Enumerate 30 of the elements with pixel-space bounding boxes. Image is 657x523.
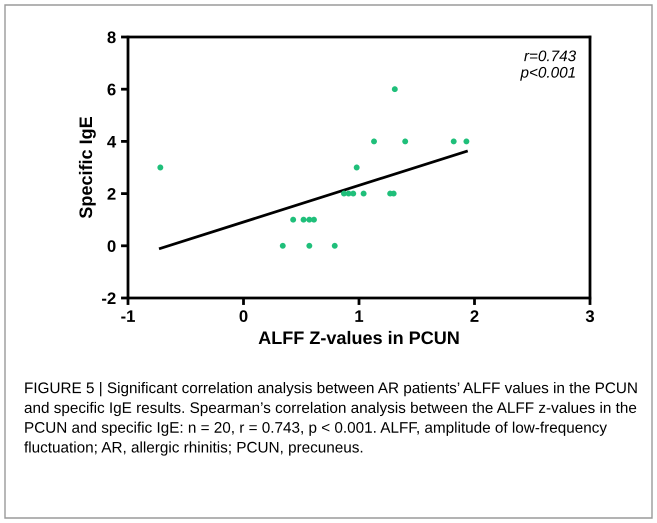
- y-tick-label: 8: [107, 31, 116, 44]
- y-axis-title: Specific IgE: [78, 117, 96, 218]
- x-tick-label: -1: [121, 310, 135, 322]
- x-tick-label: 0: [240, 310, 248, 322]
- y-tick-label: 0: [108, 240, 116, 252]
- y-tick-label: 4: [107, 136, 116, 148]
- point: [157, 164, 164, 170]
- x-tick-label: 2: [470, 310, 478, 322]
- point: [354, 164, 360, 170]
- point: [392, 86, 398, 92]
- y-tick-label: 2: [108, 188, 116, 200]
- point: [371, 138, 377, 144]
- point: [350, 190, 356, 197]
- caption: FIGURE 5 | Significant correlation analysis between AR patients’ ALFF values in the PCUN and specific IgE results. Spearman’s correlation analysis between the ALFF z-values in the PCUN and specific IgE: n = 20, r = 0.743, p < 0.001. ALFF, amplitude of low-frequency fluctuation; AR, allergic rhinitis; PCUN, precuneus.: [24, 382, 637, 456]
- point: [311, 216, 317, 223]
- point: [360, 190, 367, 197]
- annotation: r=0.743 p<0.001: [520, 50, 576, 81]
- point: [332, 242, 338, 249]
- point: [450, 138, 457, 144]
- point: [300, 216, 307, 223]
- point: [306, 242, 312, 249]
- x-tick-label: 3: [586, 310, 594, 322]
- y-tick-label: 6: [108, 84, 116, 96]
- point: [463, 138, 470, 144]
- point: [280, 242, 286, 249]
- y-tick-label: -2: [102, 292, 116, 304]
- x-axis-title: ALFF Z-values in PCUN: [258, 330, 459, 344]
- x-tick-label: 1: [355, 310, 364, 322]
- point: [402, 138, 408, 144]
- point: [290, 216, 296, 223]
